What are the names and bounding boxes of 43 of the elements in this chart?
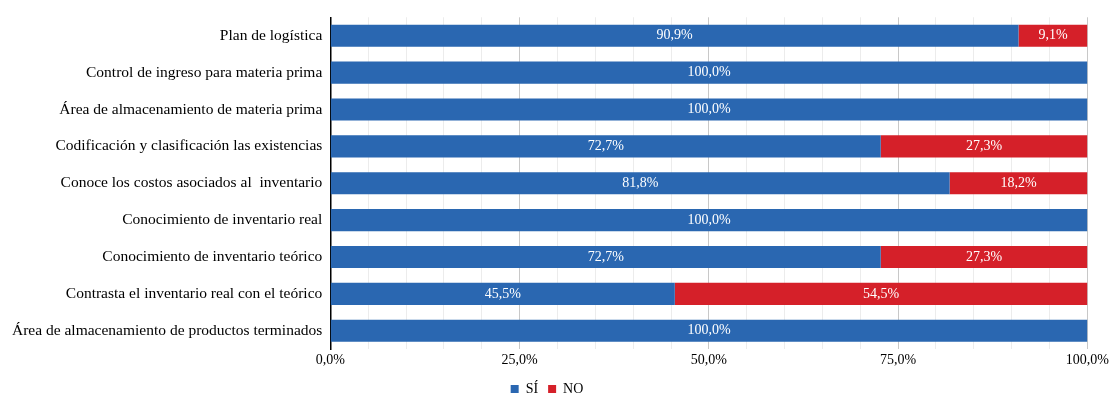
data-label: 100,0% [687, 101, 732, 117]
data-label: 100,0% [687, 322, 732, 338]
bar [330, 61, 1088, 84]
data-label: 81,8% [622, 174, 659, 190]
bar [330, 172, 950, 195]
bar [330, 135, 881, 158]
bar [330, 282, 675, 305]
x-tick-label: 100,0% [1065, 352, 1110, 368]
y-tick-label: Contrasta el inventario real con el teórico [65, 283, 323, 301]
bar [330, 245, 881, 269]
bar [330, 209, 1088, 232]
data-label: 18,2% [1000, 174, 1037, 190]
x-tick-label: 50,0% [690, 352, 728, 368]
data-label: 72,7% [587, 138, 625, 154]
data-label: 90,9% [656, 27, 694, 43]
bar [949, 172, 1088, 195]
data-label: 54,5% [863, 285, 900, 301]
y-tick-label: Control de ingreso para materia prima [86, 62, 323, 80]
x-tick-label: 0,0% [315, 352, 346, 368]
bar [330, 24, 1019, 47]
y-tick-label: Conoce los costos asociados al inventario [60, 173, 323, 191]
y-tick-label: Conocimiento de inventario teórico [102, 247, 323, 265]
data-label: 45,5% [484, 285, 522, 301]
legend-label: SÍ [525, 379, 539, 396]
bar [330, 98, 1088, 121]
data-label: 9,1% [1038, 27, 1068, 43]
data-label: 27,3% [965, 248, 1003, 264]
data-label: 72,7% [587, 248, 625, 264]
y-tick-label: Plan de logística [219, 25, 323, 43]
bar [880, 135, 1088, 158]
y-tick-label: Área de almacenamiento de productos terminados [12, 320, 323, 338]
data-label: 100,0% [687, 211, 732, 227]
legend-label: NO [563, 380, 584, 396]
bar [330, 319, 1088, 342]
data-label: 100,0% [687, 64, 732, 80]
y-tick-label: Codificación y clasificación las existencias [55, 136, 323, 154]
y-tick-label: Conocimiento de inventario real [122, 210, 323, 228]
x-tick-label: 75,0% [880, 352, 917, 368]
bar [674, 282, 1088, 305]
data-label: 27,3% [965, 138, 1003, 154]
bar [880, 245, 1088, 269]
y-tick-label: Área de almacenamiento de materia prima [59, 99, 323, 117]
x-tick-label: 25,0% [501, 352, 538, 368]
